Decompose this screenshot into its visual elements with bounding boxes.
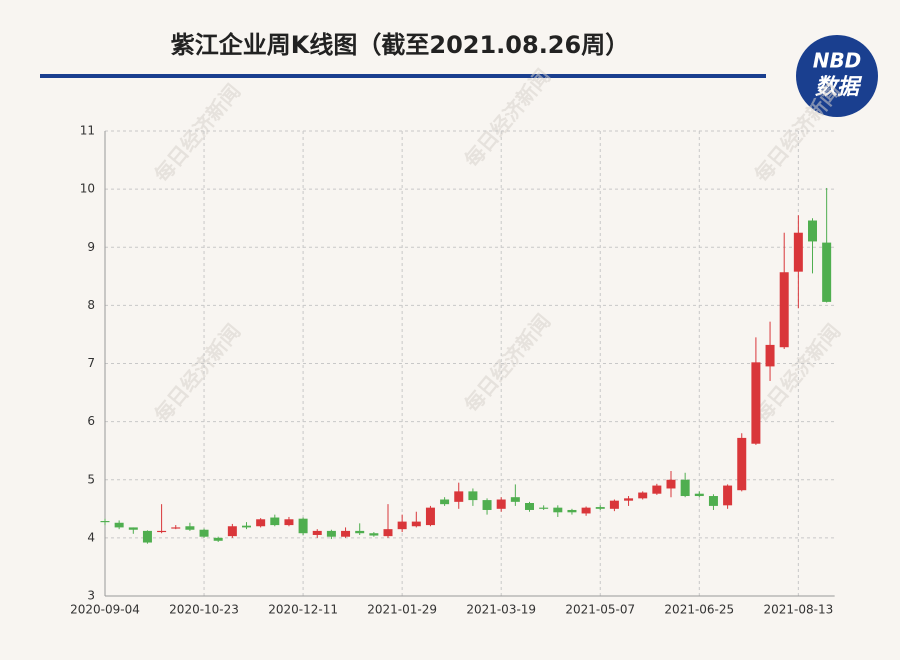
watermark: 每日经济新闻 [150,319,246,426]
x-tick-label: 2021-01-29 [367,603,437,617]
candle-body [440,499,450,505]
candle-body [298,518,308,534]
watermark: 每日经济新闻 [150,79,246,186]
candle-body [737,437,747,491]
candle-body [270,517,280,526]
candle-body [369,533,379,536]
candle-body [808,220,817,242]
logo-top: NBD [813,49,862,73]
watermark: 每日经济新闻 [460,64,556,171]
candle-body [680,479,690,497]
candle-body [496,499,506,509]
candle-body [100,521,110,523]
candle-body [355,530,365,534]
candle-body [652,485,662,494]
candle-body [567,509,577,513]
candle-body [454,491,464,502]
chart-title: 紫江企业周K线图（截至2021.08.26周） [171,31,629,59]
watermark: 每日经济新闻 [750,79,846,186]
candle-body [227,526,237,537]
y-tick-label: 5 [87,472,95,486]
logo [796,35,878,117]
candle-body [326,530,336,537]
candle-body [793,232,803,272]
y-tick-label: 9 [87,240,95,254]
x-tick-label: 2020-10-23 [169,603,239,617]
y-tick-label: 4 [87,530,95,544]
candle-body [185,526,195,530]
candle-body [383,529,393,537]
candle-body [213,537,223,541]
candle-body [199,529,209,537]
candle-body [341,530,351,537]
candle-body [312,530,322,535]
candle-body [142,530,152,543]
candle-body [171,527,181,529]
candle-body [553,507,563,513]
candle-body [708,496,718,506]
logo-bottom: 数据 [815,75,863,100]
candle-body [822,242,832,302]
x-tick-label: 2021-03-19 [466,603,536,617]
x-tick-label: 2021-06-25 [664,603,734,617]
candle-body [284,519,294,526]
candle-body [539,507,549,509]
y-tick-label: 3 [87,589,95,603]
candle-body [694,493,704,497]
x-tick-label: 2021-05-07 [565,603,635,617]
candle-body [751,362,761,444]
candle-body [723,485,733,506]
x-tick-label: 2021-08-13 [763,603,833,617]
y-tick-label: 6 [87,414,95,428]
candle-body [525,503,534,510]
y-tick-label: 8 [87,298,95,312]
candle-body [468,491,478,501]
candle-body [128,527,138,530]
candle-body [397,521,407,530]
candle-body [765,344,775,367]
title-rule [40,74,766,78]
candle-body [256,519,266,527]
candle-body [581,507,591,514]
candle-body [411,521,421,527]
candle-body [624,498,634,501]
candle-body [242,525,251,528]
candle-body [510,497,520,502]
x-tick-label: 2020-09-04 [70,603,140,617]
candle-body [157,530,167,533]
y-tick-label: 10 [80,182,95,196]
y-tick-label: 11 [80,124,95,138]
candle-body [666,479,676,489]
candle-body [482,500,492,510]
candle-body [595,507,605,509]
x-tick-label: 2020-12-11 [268,603,338,617]
watermarks: 每日经济新闻 每日经济新闻 每日经济新闻 每日经济新闻 每日经济新闻 每日经济新… [150,64,846,426]
watermark: 每日经济新闻 [750,319,846,426]
candle-body [114,522,124,528]
candle-body [779,272,789,348]
candle-body [425,507,435,526]
candle-body [609,500,619,509]
candle-body [638,492,648,499]
y-tick-label: 7 [87,356,95,370]
